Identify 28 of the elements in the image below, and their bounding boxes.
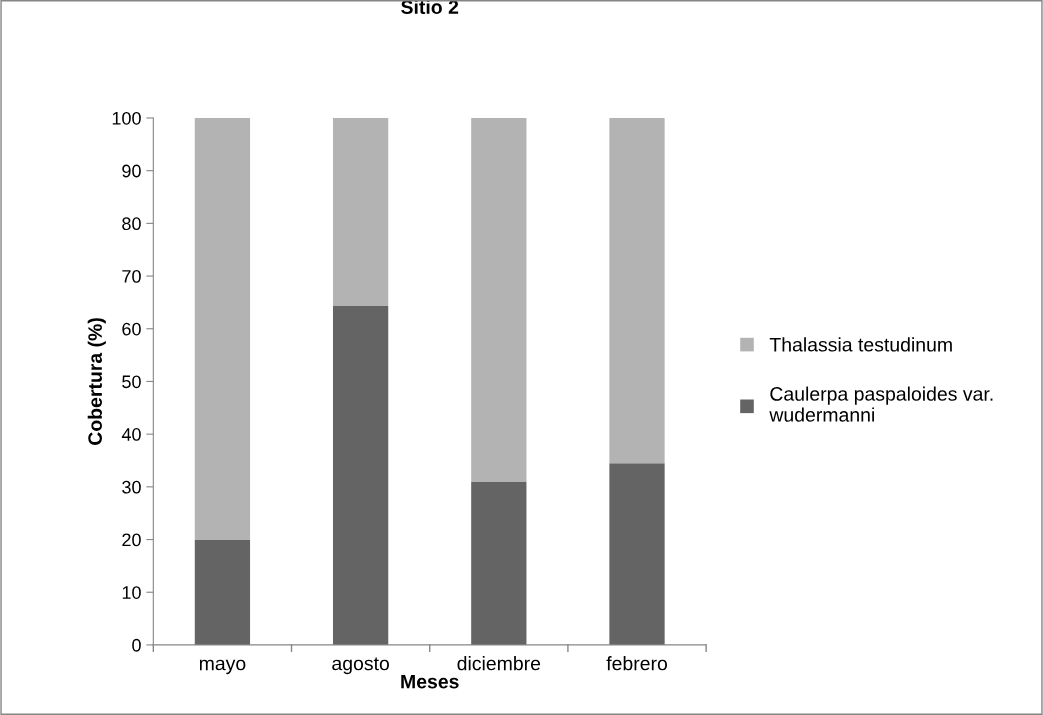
x-tick-label: agosto xyxy=(332,657,389,675)
y-tick-label: 80 xyxy=(122,217,141,231)
bar xyxy=(332,117,389,307)
bar xyxy=(609,117,665,464)
y-tick-label: 90 xyxy=(122,164,141,178)
y-tick-label: 30 xyxy=(122,480,141,494)
chart-title: Sitio 2 xyxy=(401,0,459,14)
x-tick-label: mayo xyxy=(199,659,246,675)
bar xyxy=(609,463,665,645)
legend-label: Caulerpa paspaloides var. wudermanni xyxy=(769,386,993,422)
y-axis-title: Cobertura (%) xyxy=(87,318,106,445)
x-axis-title: Meses xyxy=(401,674,459,689)
y-tick-label: 10 xyxy=(122,586,141,599)
y-tick-label: 60 xyxy=(122,322,141,336)
bar xyxy=(194,539,251,645)
bar xyxy=(332,306,389,645)
y-tick-label: 70 xyxy=(122,270,141,283)
bar xyxy=(471,117,527,482)
bar xyxy=(471,481,527,645)
y-tick-label: 100 xyxy=(112,111,141,125)
x-tick-label: febrero xyxy=(606,656,667,671)
y-tick-label: 20 xyxy=(122,533,141,547)
x-tick-label: diciembre xyxy=(457,656,541,671)
y-tick-label: 0 xyxy=(132,638,141,652)
bar xyxy=(194,117,251,540)
legend-label: Thalassia testudinum xyxy=(769,337,952,352)
y-tick-label: 50 xyxy=(122,375,141,389)
y-tick-label: 40 xyxy=(121,428,141,441)
